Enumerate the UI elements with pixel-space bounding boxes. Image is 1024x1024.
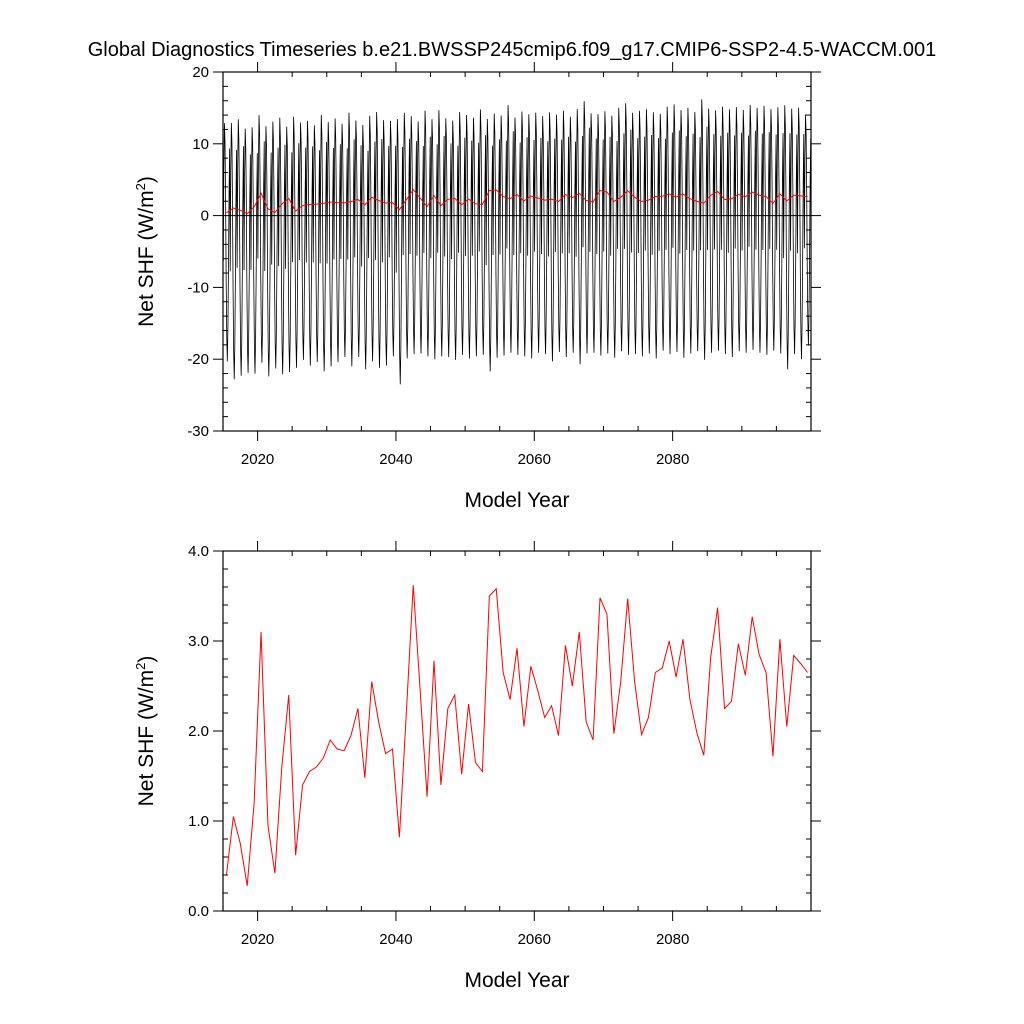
- bottom-y-axis-label-main: Net SHF (W/m: [135, 670, 158, 807]
- y-tick-label: 1.0: [188, 813, 209, 830]
- y-tick-label: 3.0: [188, 633, 209, 650]
- bottom-x-axis-label: Model Year: [464, 969, 569, 992]
- figure-title: Global Diagnostics Timeseries b.e21.BWSS…: [88, 39, 937, 61]
- top-panel: 2020 2040 2060 2080 -30 -20 -10 0 10 20 Model Yea…: [133, 62, 821, 512]
- x-tick-label: 2080: [656, 451, 689, 468]
- x-tick-label: 2060: [518, 931, 551, 948]
- bottom-plot-frame: [222, 550, 812, 912]
- top-y-axis-label-close: ): [135, 176, 158, 183]
- bottom-annual-mean-series: [225, 585, 808, 886]
- top-monthly-series: [222, 99, 812, 385]
- bottom-y-axis-label: Net SHF (W/m2): [133, 656, 158, 807]
- bottom-y-axis-label-close: ): [135, 656, 158, 663]
- bottom-ticks: 2020 2040 2060 2080 0.0 1.0 2.0 3.0 4.0: [188, 541, 821, 948]
- y-tick-label: 0.0: [188, 903, 209, 920]
- y-tick-label: 20: [192, 64, 209, 81]
- x-tick-label: 2040: [379, 451, 412, 468]
- y-tick-label: 4.0: [188, 543, 209, 560]
- x-tick-label: 2020: [241, 451, 274, 468]
- top-y-axis-label: Net SHF (W/m2): [133, 176, 158, 327]
- x-tick-label: 2020: [241, 931, 274, 948]
- x-tick-label: 2040: [379, 931, 412, 948]
- y-tick-label: 10: [192, 136, 209, 153]
- top-annual-mean-series: [226, 188, 808, 215]
- top-ticks: 2020 2040 2060 2080 -30 -20 -10 0 10 20: [187, 62, 821, 468]
- y-tick-label: 0: [201, 208, 209, 225]
- y-tick-label: -30: [187, 423, 209, 440]
- y-tick-label: -20: [187, 351, 209, 368]
- top-x-axis-label: Model Year: [464, 489, 569, 512]
- y-tick-label: -10: [187, 279, 209, 296]
- top-plot-frame: [222, 71, 812, 432]
- x-tick-label: 2060: [518, 451, 551, 468]
- bottom-panel: 2020 2040 2060 2080 0.0 1.0 2.0 3.0 4.0 Model Ye…: [133, 541, 821, 992]
- bottom-y-axis-label-sup: 2: [133, 663, 148, 670]
- y-tick-label: 2.0: [188, 723, 209, 740]
- top-y-axis-label-main: Net SHF (W/m: [135, 190, 158, 327]
- x-tick-label: 2080: [656, 931, 689, 948]
- top-y-axis-label-sup: 2: [133, 183, 148, 190]
